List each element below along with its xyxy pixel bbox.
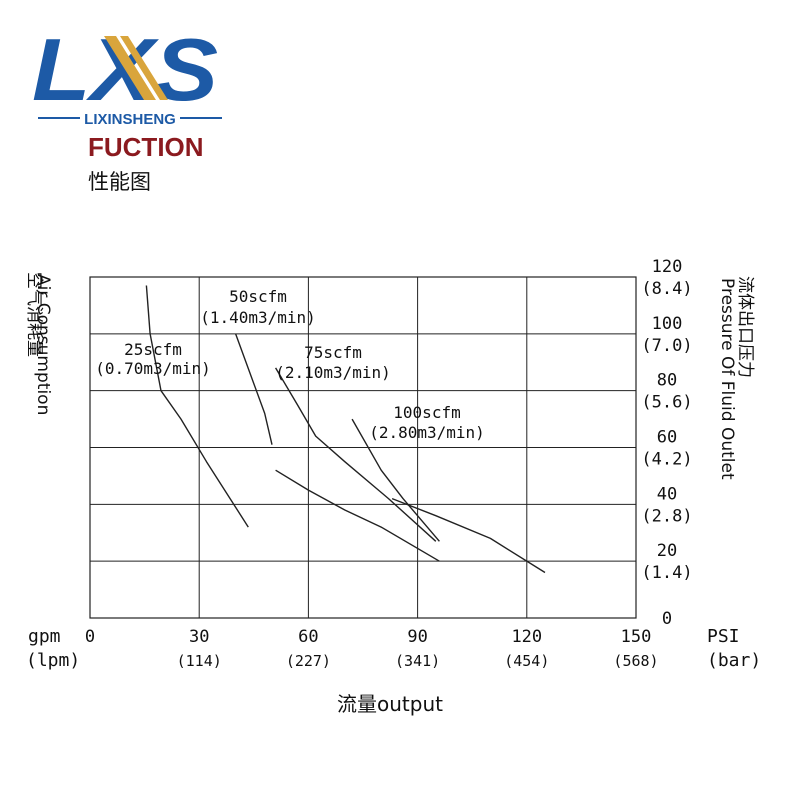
air-curve-label: 75scfm (304, 343, 362, 362)
air-curve-sublabel: (2.10m3/min) (275, 363, 391, 382)
y-unit-bar: (bar) (707, 650, 761, 671)
air-curve-label: 50scfm (229, 287, 287, 306)
x-tick-sublabel: (341) (395, 652, 440, 670)
x-tick-label: 30 (189, 627, 209, 647)
y-unit-psi: PSI (707, 626, 740, 647)
x-tick-sublabel: (114) (177, 652, 222, 670)
y-tick-sublabel: (5.6) (641, 393, 692, 413)
x-unit-gpm: gpm (28, 626, 61, 647)
logo-gold-stripes (104, 36, 168, 100)
curve-labels: 25scfm(0.70m3/min) 50scfm (1.40m3/min) 75sc… (95, 287, 485, 442)
y-tick-label: 20 (657, 541, 677, 561)
performance-curves (145, 285, 546, 574)
x-tick-label: 150 (621, 627, 652, 647)
y-tick-sublabel: (8.4) (641, 279, 692, 299)
air-curve-sublabel: (1.40m3/min) (200, 308, 316, 327)
logo-subtitle: LIXINSHENG (84, 111, 176, 128)
air-curve-label: 100scfm (393, 403, 460, 422)
x-tick-label: 120 (511, 627, 542, 647)
x-unit-lpm: (lpm) (26, 650, 80, 671)
y-tick-label: 80 (657, 371, 677, 391)
performance-curve (391, 497, 546, 574)
y-axis-title-right-en: Pressure Of Fluid Outlet (717, 278, 737, 480)
y-tick-sublabel: (7.0) (641, 336, 692, 356)
y-tick-sublabel: (2.8) (641, 506, 692, 526)
chart-grid (89, 276, 637, 619)
y-axis-title-left-en: Air Consumption (33, 274, 53, 415)
y-tick-sublabel: (4.2) (641, 450, 692, 470)
chart-caption-cn: 性能图 (88, 170, 151, 194)
brand-logo: LXS LIXINSHENG (32, 20, 222, 128)
x-tick-sublabel: (568) (613, 652, 658, 670)
x-tick-label: 90 (407, 627, 427, 647)
performance-curve (145, 285, 249, 528)
y-tick-sublabel: (1.4) (641, 563, 692, 583)
y-axis-title-left-cn: 空气消耗量 (24, 272, 44, 357)
axis-ticks: 0 30 (114) 60 (227) 90 (341) 120 (454) 150 (568) 0 2… (85, 257, 693, 670)
air-curve-sublabel: (0.70m3/min) (95, 359, 211, 378)
performance-curve (274, 367, 437, 542)
x-tick-sublabel: (227) (286, 652, 331, 670)
air-curve-sublabel: (2.80m3/min) (369, 423, 485, 442)
y-tick-label: 120 (652, 257, 683, 277)
x-tick-label: 0 (85, 627, 95, 647)
performance-curve (351, 418, 440, 542)
y-axis-title-right-cn: 流体出口压力 (735, 276, 755, 378)
performance-curve (234, 333, 273, 445)
x-tick-label: 60 (298, 627, 318, 647)
y-tick-label: 0 (662, 609, 672, 629)
air-curve-label: 25scfm (124, 340, 182, 359)
y-tick-label: 100 (652, 314, 683, 334)
y-tick-label: 60 (657, 428, 677, 448)
x-axis-title: 流量output (337, 692, 443, 716)
performance-curve (275, 469, 440, 562)
y-tick-label: 40 (657, 484, 677, 504)
brand-tagline: FUCTION (88, 132, 204, 162)
x-tick-sublabel: (454) (504, 652, 549, 670)
